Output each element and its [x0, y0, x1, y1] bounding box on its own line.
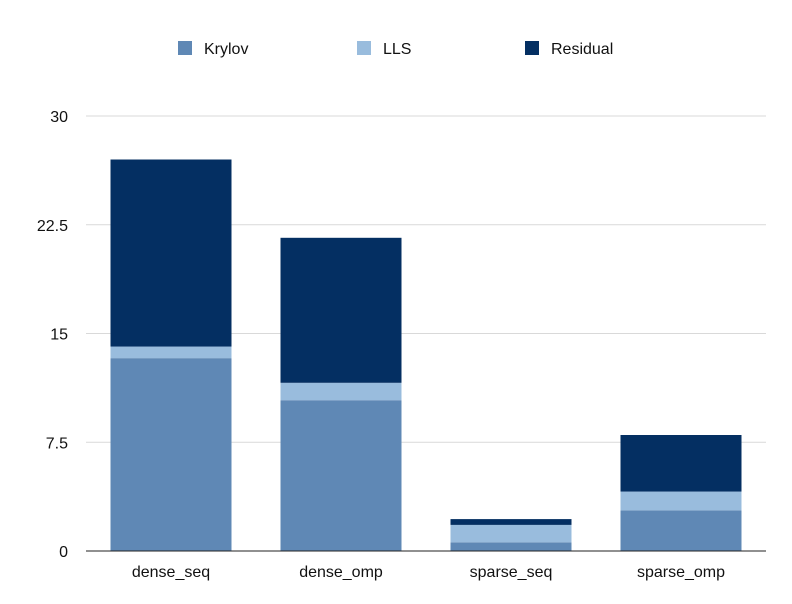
legend: Krylov LLS Residual	[178, 41, 613, 58]
legend-swatch-lls	[357, 41, 371, 55]
bar-lls-dense_omp	[280, 382, 402, 401]
bar-lls-dense_seq	[110, 346, 232, 359]
bar-krylov-dense_seq	[110, 358, 232, 551]
x-tick-label: dense_seq	[132, 564, 210, 581]
bar-krylov-sparse_omp	[620, 510, 742, 551]
bar-residual-sparse_omp	[620, 435, 742, 492]
bar-krylov-sparse_seq	[450, 542, 572, 551]
bars	[110, 159, 742, 551]
y-axis-ticks: 0 7.5 15 22.5 30	[37, 109, 68, 561]
x-tick-label: dense_omp	[299, 564, 383, 581]
bar-lls-sparse_seq	[450, 524, 572, 543]
bar-residual-sparse_seq	[450, 519, 572, 525]
legend-label-lls: LLS	[383, 41, 411, 58]
x-tick-label: sparse_seq	[470, 564, 553, 581]
legend-swatch-krylov	[178, 41, 192, 55]
y-tick-label: 22.5	[37, 218, 68, 235]
x-axis-ticks: dense_seq dense_omp sparse_seq sparse_omp	[132, 564, 725, 581]
bar-residual-dense_omp	[280, 237, 402, 383]
legend-label-residual: Residual	[551, 41, 613, 58]
legend-label-krylov: Krylov	[204, 41, 248, 58]
y-tick-label: 30	[50, 109, 68, 126]
y-tick-label: 7.5	[46, 435, 68, 452]
y-tick-label: 15	[50, 327, 68, 344]
bar-residual-dense_seq	[110, 159, 232, 347]
y-tick-label: 0	[59, 544, 68, 561]
bar-krylov-dense_omp	[280, 400, 402, 551]
x-tick-label: sparse_omp	[637, 564, 725, 581]
legend-swatch-residual	[525, 41, 539, 55]
bar-lls-sparse_omp	[620, 491, 742, 511]
